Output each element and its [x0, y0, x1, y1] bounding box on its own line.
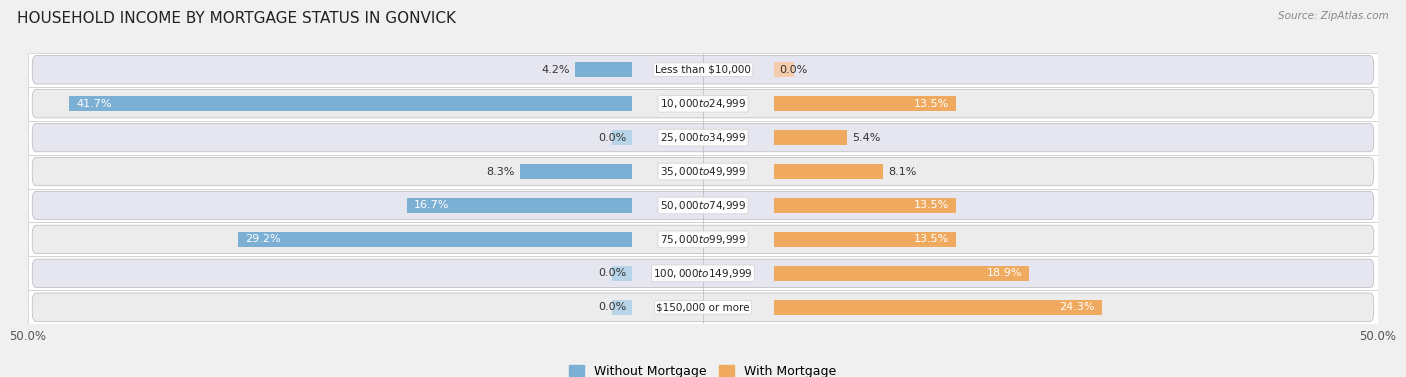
Bar [28, 256, 1378, 290]
Bar [406, 198, 633, 213]
Bar [773, 130, 846, 145]
Bar [773, 232, 956, 247]
Text: $50,000 to $74,999: $50,000 to $74,999 [659, 199, 747, 212]
Bar [28, 155, 1378, 188]
Text: $10,000 to $24,999: $10,000 to $24,999 [659, 97, 747, 110]
Legend: Without Mortgage, With Mortgage: Without Mortgage, With Mortgage [569, 365, 837, 377]
Bar [69, 96, 633, 111]
Text: 0.0%: 0.0% [599, 302, 627, 312]
Text: $35,000 to $49,999: $35,000 to $49,999 [659, 165, 747, 178]
Bar [28, 188, 1378, 222]
Bar [612, 300, 633, 315]
Text: 16.7%: 16.7% [413, 201, 449, 210]
Text: 13.5%: 13.5% [914, 99, 949, 109]
Text: 8.1%: 8.1% [889, 167, 917, 176]
Text: Less than $10,000: Less than $10,000 [655, 65, 751, 75]
Bar [28, 121, 1378, 155]
Text: Source: ZipAtlas.com: Source: ZipAtlas.com [1278, 11, 1389, 21]
Text: 13.5%: 13.5% [914, 201, 949, 210]
Bar [773, 266, 1029, 281]
Text: $150,000 or more: $150,000 or more [657, 302, 749, 312]
Bar [773, 300, 1102, 315]
Bar [773, 198, 956, 213]
FancyBboxPatch shape [32, 293, 1374, 322]
Bar [612, 130, 633, 145]
Bar [612, 266, 633, 281]
FancyBboxPatch shape [32, 55, 1374, 84]
Bar [773, 62, 794, 77]
Text: 18.9%: 18.9% [987, 268, 1022, 278]
Bar [773, 164, 883, 179]
Text: $25,000 to $34,999: $25,000 to $34,999 [659, 131, 747, 144]
Text: $75,000 to $99,999: $75,000 to $99,999 [659, 233, 747, 246]
Text: $100,000 to $149,999: $100,000 to $149,999 [654, 267, 752, 280]
Text: 29.2%: 29.2% [245, 234, 280, 244]
Text: 8.3%: 8.3% [486, 167, 515, 176]
Bar [28, 53, 1378, 87]
Text: 24.3%: 24.3% [1060, 302, 1095, 312]
Text: 0.0%: 0.0% [599, 268, 627, 278]
Text: 0.0%: 0.0% [599, 133, 627, 143]
Text: 13.5%: 13.5% [914, 234, 949, 244]
FancyBboxPatch shape [32, 225, 1374, 254]
FancyBboxPatch shape [32, 259, 1374, 288]
Text: HOUSEHOLD INCOME BY MORTGAGE STATUS IN GONVICK: HOUSEHOLD INCOME BY MORTGAGE STATUS IN G… [17, 11, 456, 26]
FancyBboxPatch shape [32, 191, 1374, 220]
Bar [28, 222, 1378, 256]
FancyBboxPatch shape [32, 157, 1374, 186]
Bar [520, 164, 633, 179]
Text: 0.0%: 0.0% [779, 65, 807, 75]
FancyBboxPatch shape [32, 123, 1374, 152]
Bar [238, 232, 633, 247]
Text: 4.2%: 4.2% [541, 65, 569, 75]
Bar [773, 96, 956, 111]
FancyBboxPatch shape [32, 89, 1374, 118]
Text: 5.4%: 5.4% [852, 133, 880, 143]
Bar [575, 62, 633, 77]
Bar [28, 290, 1378, 324]
Text: 41.7%: 41.7% [76, 99, 111, 109]
Bar [28, 87, 1378, 121]
